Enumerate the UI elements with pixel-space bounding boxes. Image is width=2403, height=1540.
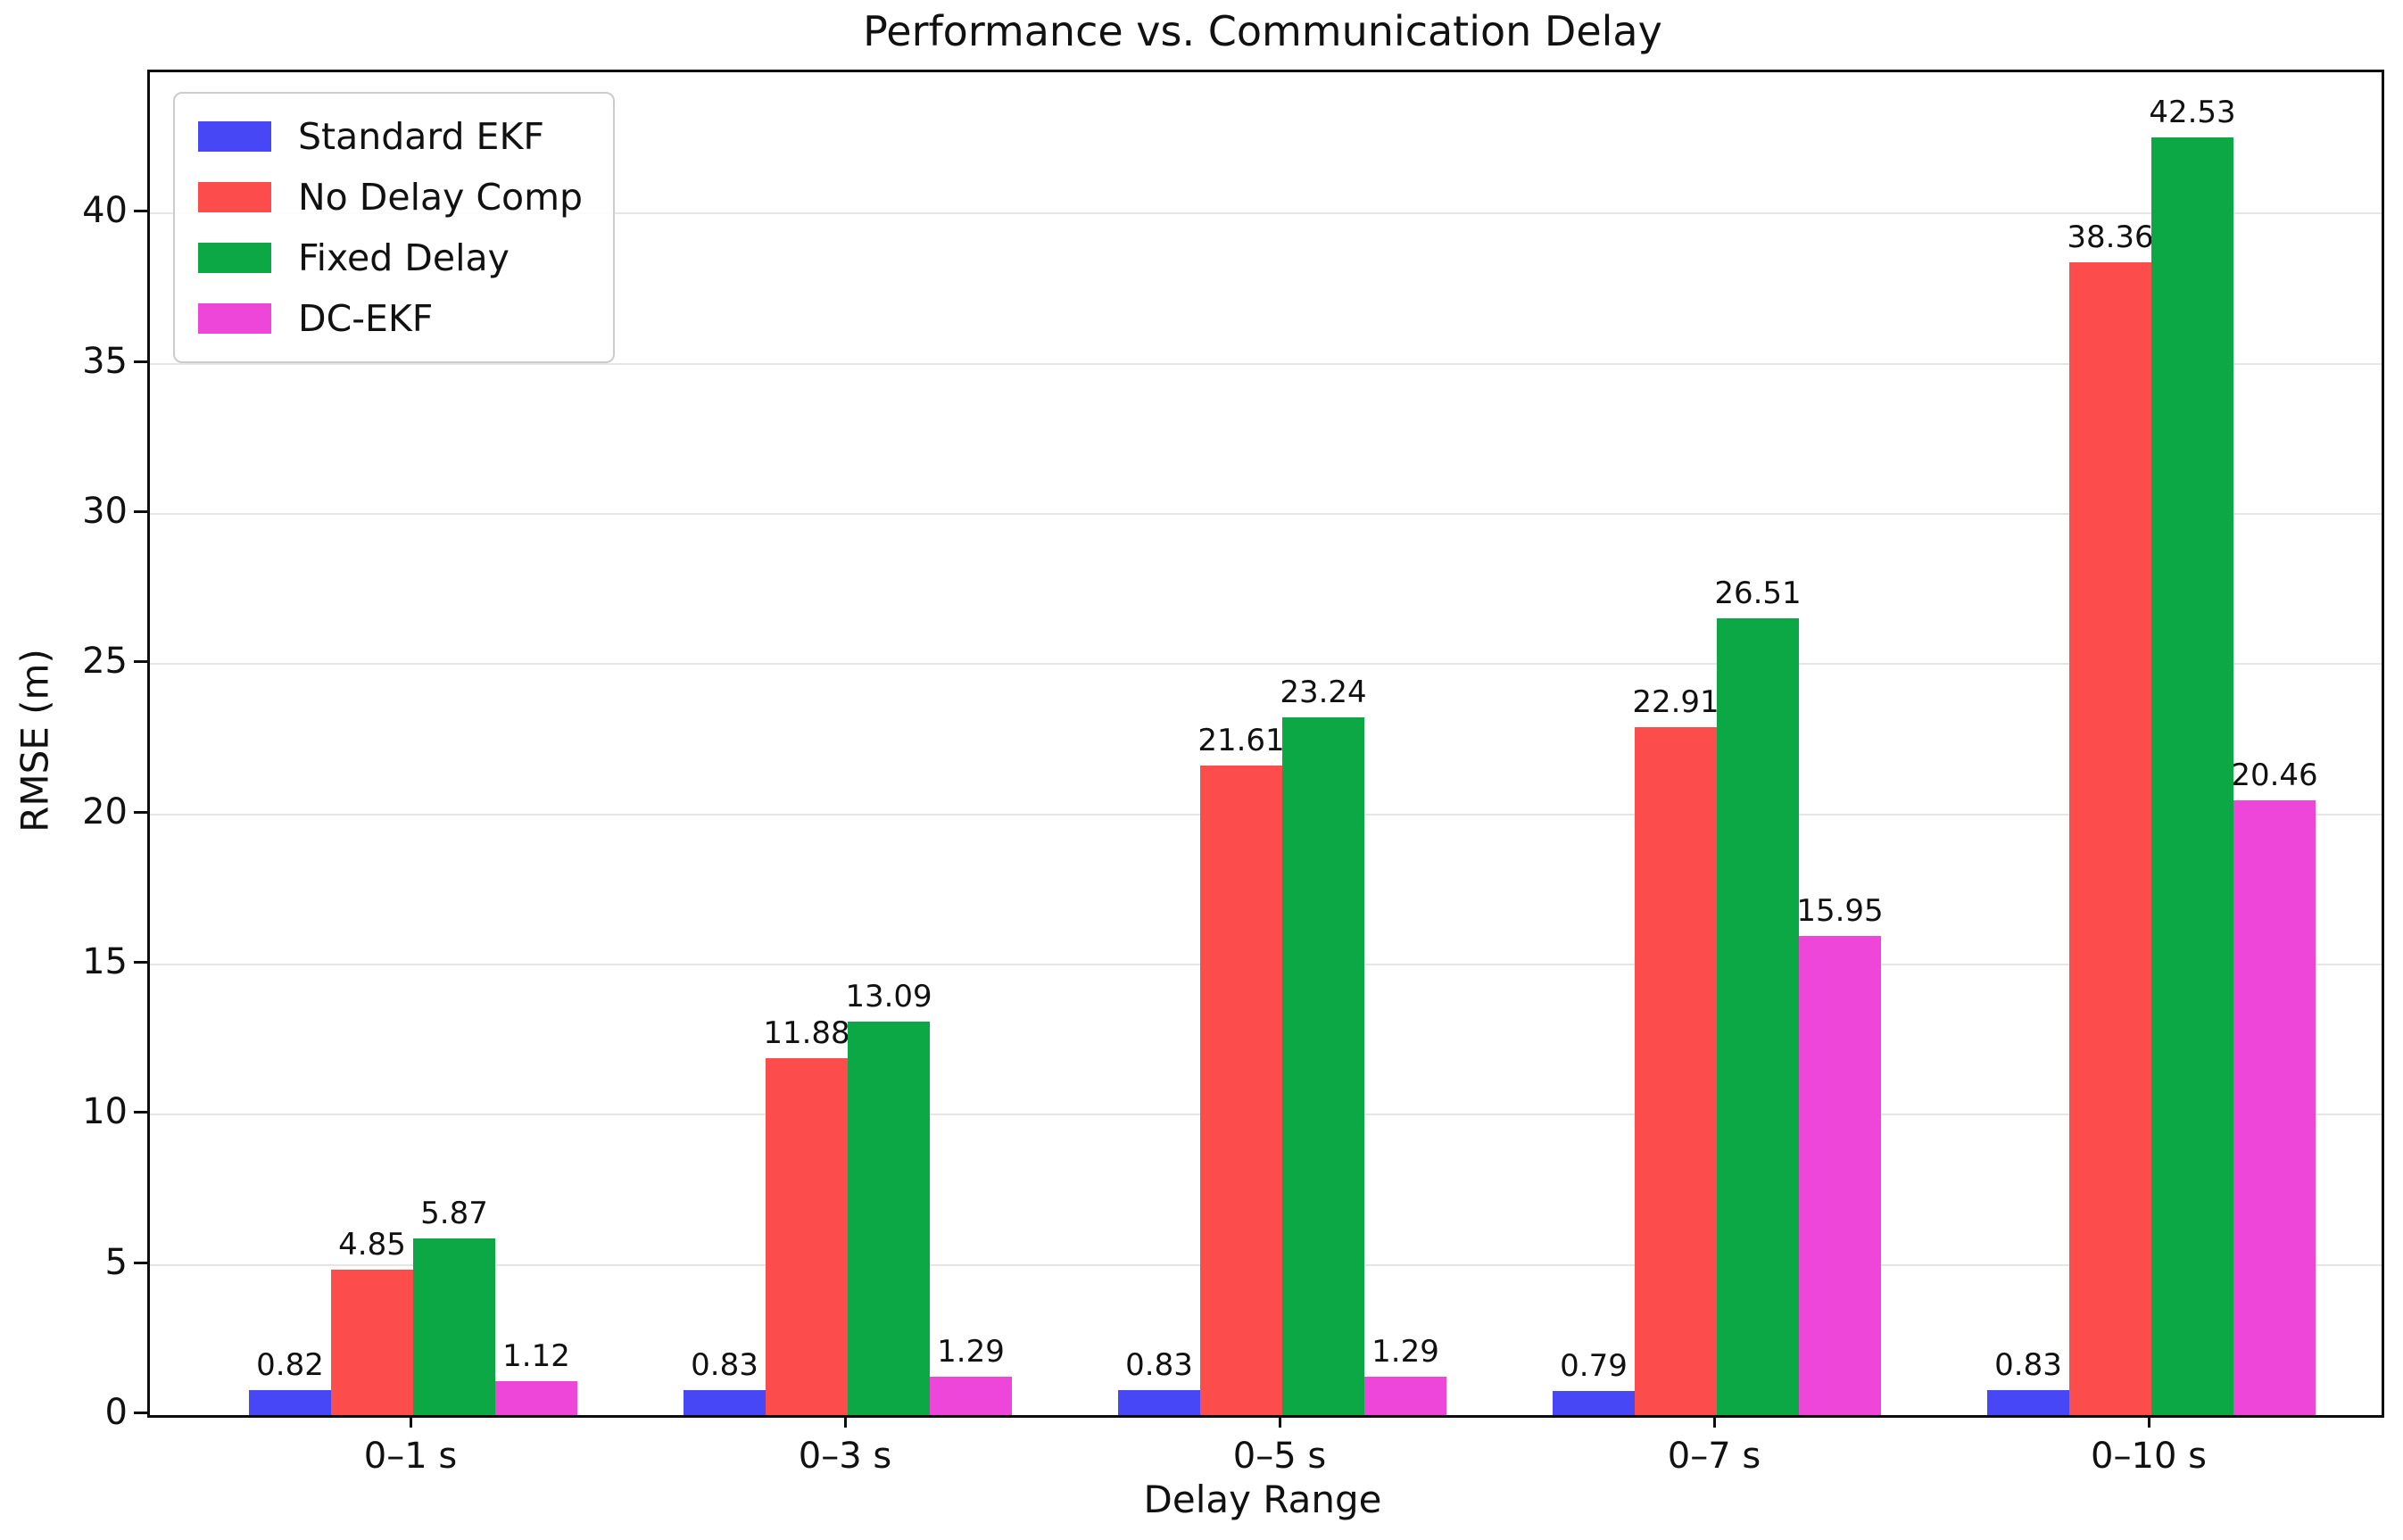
legend-item-standard-ekf: Standard EKF [198,115,583,158]
x-tick-0-1-s [410,1415,412,1428]
y-tick-10 [134,1111,147,1114]
x-tick-label-0-3-s: 0–3 s [798,1436,892,1477]
legend: Standard EKF No Delay Comp Fixed Delay DC-E… [173,92,616,363]
y-tick-label-0: 0 [104,1392,128,1433]
bar-fixed-delay-0-10-s [2151,137,2233,1415]
bar-dc-ekf-0-7-s [1799,935,1881,1415]
bar-standard-ekf-0-5-s [1118,1390,1200,1415]
bar-value-label-no-delay-comp-0-7-s: 22.91 [1632,683,1719,720]
x-axis-label: Delay Range [1143,1478,1382,1521]
gridline-30 [150,512,2382,515]
bar-value-label-standard-ekf-0-5-s: 0.83 [1125,1347,1193,1384]
bar-value-label-standard-ekf-0-10-s: 0.83 [1994,1347,2062,1384]
bar-value-label-standard-ekf-0-1-s: 0.82 [256,1347,324,1384]
y-tick-label-40: 40 [82,190,128,232]
legend-swatch-no-delay-comp [198,182,271,212]
bar-value-label-fixed-delay-0-5-s: 23.24 [1280,674,1367,710]
bar-standard-ekf-0-3-s [684,1390,766,1415]
y-tick-label-20: 20 [82,791,128,832]
y-tick-20 [134,810,147,814]
bar-value-label-no-delay-comp-0-5-s: 21.61 [1197,723,1285,759]
x-tick-0-10-s [2148,1415,2150,1428]
legend-swatch-standard-ekf [198,121,271,152]
y-tick-label-35: 35 [82,340,128,382]
bar-value-label-fixed-delay-0-7-s: 26.51 [1714,575,1802,612]
bar-no-delay-comp-0-5-s [1200,766,1282,1415]
legend-label-standard-ekf: Standard EKF [298,115,544,158]
x-tick-0-3-s [844,1415,847,1428]
gridline-25 [150,663,2382,666]
bar-standard-ekf-0-7-s [1553,1391,1635,1415]
bar-value-label-no-delay-comp-0-1-s: 4.85 [338,1226,406,1263]
y-tick-label-5: 5 [104,1241,128,1283]
x-tick-0-5-s [1279,1415,1281,1428]
x-tick-label-0-5-s: 0–5 s [1232,1436,1327,1477]
bar-value-label-fixed-delay-0-10-s: 42.53 [2149,95,2236,131]
bar-no-delay-comp-0-1-s [331,1269,413,1415]
x-tick-label-0-7-s: 0–7 s [1667,1436,1761,1477]
bar-standard-ekf-0-1-s [249,1390,331,1415]
bar-dc-ekf-0-3-s [930,1376,1012,1415]
bar-value-label-dc-ekf-0-10-s: 20.46 [2231,758,2318,794]
x-tick-0-7-s [1713,1415,1716,1428]
bar-value-label-dc-ekf-0-3-s: 1.29 [937,1333,1005,1370]
x-tick-label-0-1-s: 0–1 s [363,1436,458,1477]
bar-dc-ekf-0-10-s [2233,800,2316,1415]
y-tick-label-10: 10 [82,1091,128,1133]
plot-area: 0.82 0.83 0.83 0.79 0.83 4.85 11.88 21.61 22.91 3… [147,70,2384,1418]
y-tick-label-15: 15 [82,940,128,982]
legend-label-dc-ekf: DC-EKF [298,297,434,340]
bar-dc-ekf-0-1-s [495,1381,577,1415]
y-tick-35 [134,360,147,363]
y-tick-25 [134,660,147,664]
y-tick-label-25: 25 [82,641,128,683]
legend-swatch-fixed-delay [198,243,271,273]
bar-value-label-no-delay-comp-0-3-s: 11.88 [763,1015,850,1052]
y-tick-30 [134,509,147,513]
y-tick-5 [134,1261,147,1264]
chart-title: Performance vs. Communication Delay [863,7,1662,55]
bar-value-label-fixed-delay-0-3-s: 13.09 [845,979,932,1015]
bar-dc-ekf-0-5-s [1364,1376,1446,1415]
bar-standard-ekf-0-10-s [1987,1390,2069,1415]
y-tick-label-30: 30 [82,490,128,532]
legend-item-dc-ekf: DC-EKF [198,297,583,340]
bar-value-label-standard-ekf-0-3-s: 0.83 [691,1347,758,1384]
y-tick-0 [134,1412,147,1414]
bar-fixed-delay-0-3-s [848,1022,930,1415]
bar-no-delay-comp-0-3-s [766,1058,848,1415]
bar-fixed-delay-0-5-s [1282,716,1364,1415]
bar-value-label-dc-ekf-0-7-s: 15.95 [1796,892,1884,929]
bar-fixed-delay-0-1-s [413,1238,495,1415]
legend-swatch-dc-ekf [198,303,271,334]
gridline-35 [150,362,2382,365]
bar-no-delay-comp-0-10-s [2069,262,2151,1415]
bar-fixed-delay-0-7-s [1717,618,1799,1415]
y-tick-40 [134,210,147,213]
bar-value-label-standard-ekf-0-7-s: 0.79 [1560,1348,1628,1385]
legend-item-fixed-delay: Fixed Delay [198,236,583,279]
bar-value-label-dc-ekf-0-1-s: 1.12 [502,1338,570,1375]
bar-no-delay-comp-0-7-s [1635,726,1717,1415]
legend-item-no-delay-comp: No Delay Comp [198,176,583,219]
bar-value-label-fixed-delay-0-1-s: 5.87 [420,1196,488,1232]
legend-label-fixed-delay: Fixed Delay [298,236,510,279]
legend-label-no-delay-comp: No Delay Comp [298,176,584,219]
gridline-40 [150,212,2382,215]
bar-value-label-dc-ekf-0-5-s: 1.29 [1371,1333,1439,1370]
x-tick-label-0-10-s: 0–10 s [2091,1436,2207,1477]
y-tick-15 [134,960,147,964]
bar-value-label-no-delay-comp-0-10-s: 38.36 [2067,219,2154,256]
